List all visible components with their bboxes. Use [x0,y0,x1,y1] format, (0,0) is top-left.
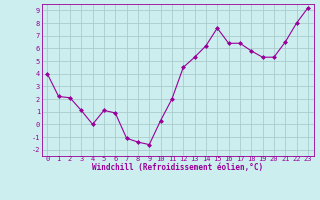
X-axis label: Windchill (Refroidissement éolien,°C): Windchill (Refroidissement éolien,°C) [92,163,263,172]
